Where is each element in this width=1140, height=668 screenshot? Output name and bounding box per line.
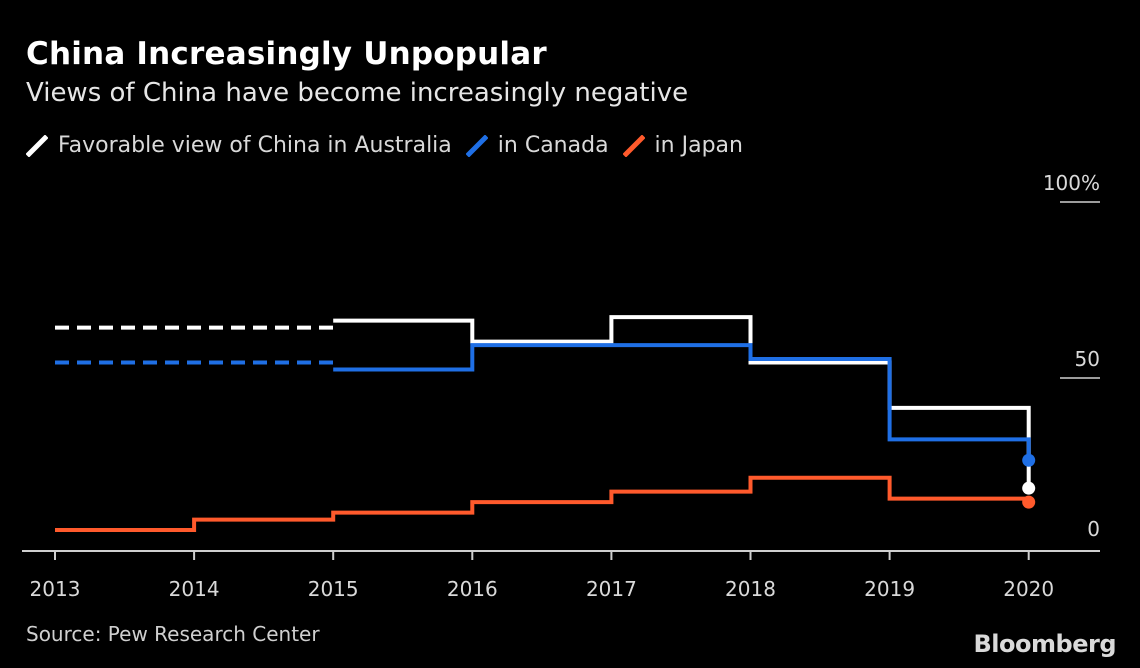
legend-item-canada: in Canada [465, 133, 609, 158]
series-2-line [55, 475, 1031, 533]
legend-swatch-japan [622, 134, 645, 157]
legend-item-australia: Favorable view of China in Australia [26, 133, 452, 158]
x-tick-label-2014: 2014 [169, 577, 220, 601]
bloomberg-logo: Bloomberg [973, 630, 1117, 658]
y-tick-label-0: 0 [1087, 517, 1100, 541]
legend-label-japan: in Japan [654, 133, 743, 158]
legend-item-japan: in Japan [622, 133, 743, 158]
x-tick-label-2016: 2016 [447, 577, 498, 601]
series-0-line [333, 315, 1031, 489]
x-tick-label-2013: 2013 [30, 577, 81, 601]
x-tick-label-2019: 2019 [864, 577, 915, 601]
y-tick-label-50: 50 [1075, 347, 1100, 371]
series-0-endpoint [1022, 481, 1036, 495]
chart-title: China Increasingly Unpopular [26, 36, 547, 72]
source-note: Source: Pew Research Center [26, 622, 320, 646]
legend-label-australia: Favorable view of China in Australia [58, 133, 452, 158]
series-1-line [333, 343, 1031, 461]
legend-swatch-australia [26, 134, 48, 157]
legend-label-canada: in Canada [497, 133, 609, 158]
series-2-endpoint [1022, 495, 1036, 509]
chart-subtitle: Views of China have become increasingly … [26, 78, 689, 108]
legend-swatch-canada [465, 134, 488, 157]
x-tick-label-2015: 2015 [308, 577, 359, 601]
series-1-endpoint [1022, 453, 1036, 467]
x-tick-label-2017: 2017 [586, 577, 637, 601]
x-tick-label-2020: 2020 [1003, 577, 1054, 601]
y-tick-label-100: 100% [1043, 171, 1100, 195]
legend: Favorable view of China in Australia in … [26, 133, 757, 158]
x-tick-label-2018: 2018 [725, 577, 776, 601]
